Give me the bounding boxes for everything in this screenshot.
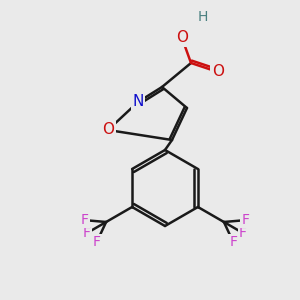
Text: F: F xyxy=(80,213,88,227)
Text: O: O xyxy=(212,64,224,80)
Text: N: N xyxy=(132,94,144,110)
Text: F: F xyxy=(242,213,250,227)
Text: F: F xyxy=(93,235,101,249)
Text: H: H xyxy=(198,10,208,24)
Text: F: F xyxy=(83,226,91,240)
Text: O: O xyxy=(176,31,188,46)
Text: O: O xyxy=(102,122,114,137)
Text: F: F xyxy=(239,226,247,240)
Text: F: F xyxy=(229,235,237,249)
